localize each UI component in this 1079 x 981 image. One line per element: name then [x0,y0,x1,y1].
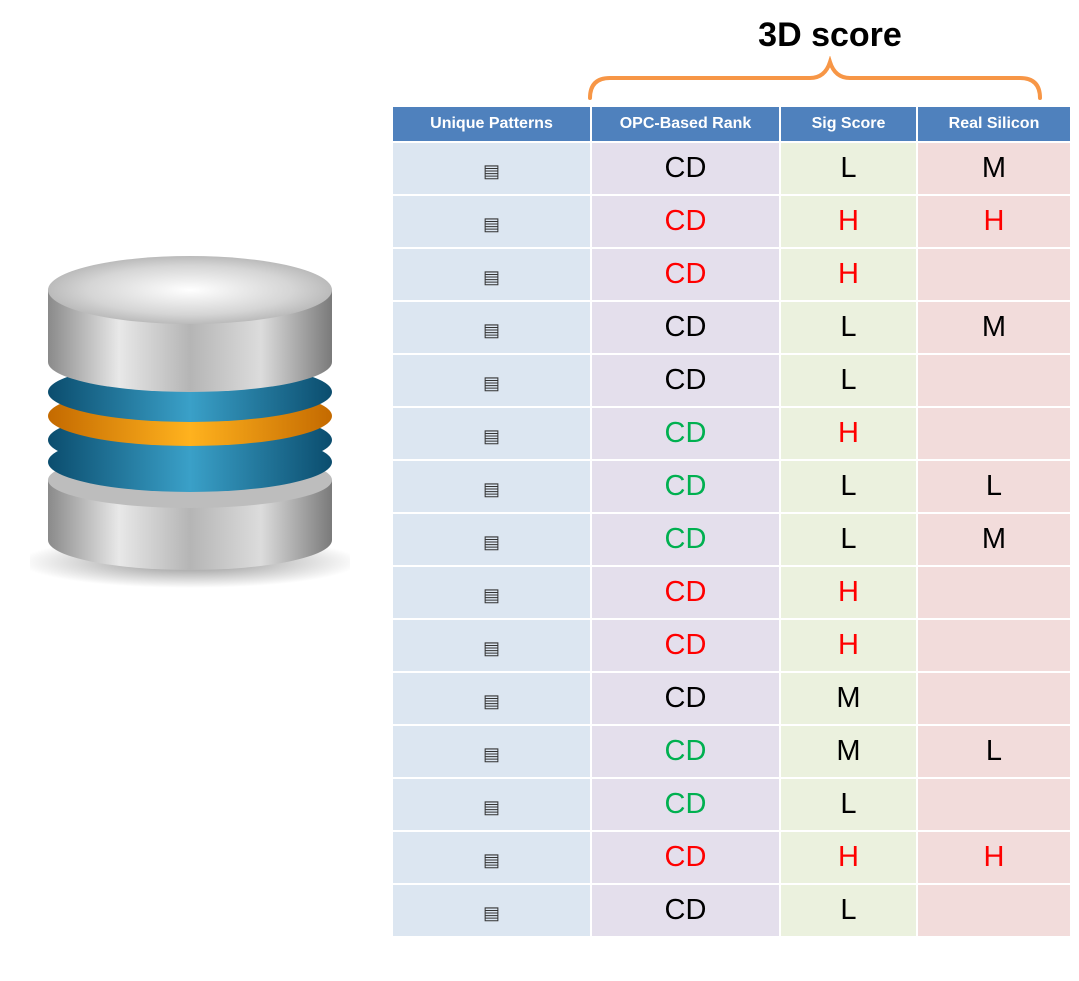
table-row: ▤ CD L M [391,300,1072,355]
pattern-icon[interactable]: ▤ [482,691,500,711]
opc-rank-cell: CD [590,141,781,196]
pattern-icon[interactable]: ▤ [482,744,500,764]
table-row: ▤ CD H [391,565,1072,620]
table-row: ▤ CD H H [391,830,1072,885]
real-silicon-cell [916,353,1072,408]
opc-rank-cell: CD [590,671,781,726]
opc-rank-cell: CD [590,300,781,355]
sig-score-cell: L [779,883,918,938]
pattern-cell: ▤ [391,300,592,355]
real-silicon-cell: M [916,512,1072,567]
table-row: ▤ CD H [391,618,1072,673]
pattern-cell: ▤ [391,459,592,514]
opc-rank-cell: CD [590,194,781,249]
sig-score-cell: H [779,830,918,885]
opc-rank-cell: CD [590,247,781,302]
sig-score-cell: L [779,300,918,355]
pattern-icon[interactable]: ▤ [482,267,500,287]
pattern-cell: ▤ [391,777,592,832]
opc-rank-cell: CD [590,724,781,779]
table-row: ▤ CD M L [391,724,1072,779]
real-silicon-cell [916,671,1072,726]
pattern-icon[interactable]: ▤ [482,797,500,817]
real-silicon-cell: L [916,724,1072,779]
pattern-icon[interactable]: ▤ [482,373,500,393]
sig-score-cell: L [779,459,918,514]
sig-score-cell: H [779,247,918,302]
opc-rank-cell: CD [590,883,781,938]
sig-score-cell: H [779,618,918,673]
real-silicon-cell [916,406,1072,461]
table-row: ▤ CD H H [391,194,1072,249]
sig-score-cell: H [779,194,918,249]
pattern-icon[interactable]: ▤ [482,532,500,552]
sig-score-cell: M [779,671,918,726]
table-row: ▤ CD L [391,777,1072,832]
pattern-cell: ▤ [391,194,592,249]
sig-score-cell: H [779,406,918,461]
pattern-icon[interactable]: ▤ [482,585,500,605]
opc-rank-cell: CD [590,777,781,832]
table-row: ▤ CD M [391,671,1072,726]
pattern-icon[interactable]: ▤ [482,903,500,923]
real-silicon-cell: M [916,300,1072,355]
pattern-cell: ▤ [391,618,592,673]
pattern-cell: ▤ [391,512,592,567]
pattern-cell: ▤ [391,406,592,461]
sig-score-cell: H [779,565,918,620]
column-header-unique-patterns: Unique Patterns [391,105,592,143]
pattern-cell: ▤ [391,565,592,620]
opc-rank-cell: CD [590,565,781,620]
database-icon [30,256,350,588]
sig-score-cell: L [779,777,918,832]
pattern-icon[interactable]: ▤ [482,214,500,234]
brace-icon [588,56,1042,100]
pattern-cell: ▤ [391,883,592,938]
column-header-real-silicon: Real Silicon [916,105,1072,143]
pattern-icon[interactable]: ▤ [482,638,500,658]
pattern-cell: ▤ [391,247,592,302]
opc-rank-cell: CD [590,512,781,567]
pattern-icon[interactable]: ▤ [482,161,500,181]
table-row: ▤ CD H [391,406,1072,461]
column-header-sig-score: Sig Score [779,105,918,143]
real-silicon-cell: H [916,194,1072,249]
table-row: ▤ CD L [391,353,1072,408]
pattern-icon[interactable]: ▤ [482,320,500,340]
table-row: ▤ CD L M [391,141,1072,196]
sig-score-cell: L [779,512,918,567]
pattern-cell: ▤ [391,830,592,885]
sig-score-cell: L [779,141,918,196]
score-table: Unique Patterns OPC-Based Rank Sig Score… [391,105,1072,938]
real-silicon-cell: M [916,141,1072,196]
real-silicon-cell [916,777,1072,832]
table-row: ▤ CD L [391,883,1072,938]
pattern-cell: ▤ [391,141,592,196]
real-silicon-cell: L [916,459,1072,514]
pattern-cell: ▤ [391,353,592,408]
opc-rank-cell: CD [590,353,781,408]
real-silicon-cell [916,247,1072,302]
pattern-icon[interactable]: ▤ [482,479,500,499]
pattern-cell: ▤ [391,724,592,779]
table-row: ▤ CD H [391,247,1072,302]
real-silicon-cell [916,883,1072,938]
opc-rank-cell: CD [590,830,781,885]
pattern-icon[interactable]: ▤ [482,850,500,870]
header-row: Unique Patterns OPC-Based Rank Sig Score… [391,105,1072,143]
sig-score-cell: M [779,724,918,779]
opc-rank-cell: CD [590,618,781,673]
column-header-opc-based-rank: OPC-Based Rank [590,105,781,143]
pattern-icon[interactable]: ▤ [482,426,500,446]
table-row: ▤ CD L L [391,459,1072,514]
score-heading: 3D score [758,16,902,54]
opc-rank-cell: CD [590,459,781,514]
opc-rank-cell: CD [590,406,781,461]
real-silicon-cell: H [916,830,1072,885]
pattern-cell: ▤ [391,671,592,726]
real-silicon-cell [916,618,1072,673]
sig-score-cell: L [779,353,918,408]
real-silicon-cell [916,565,1072,620]
table-row: ▤ CD L M [391,512,1072,567]
